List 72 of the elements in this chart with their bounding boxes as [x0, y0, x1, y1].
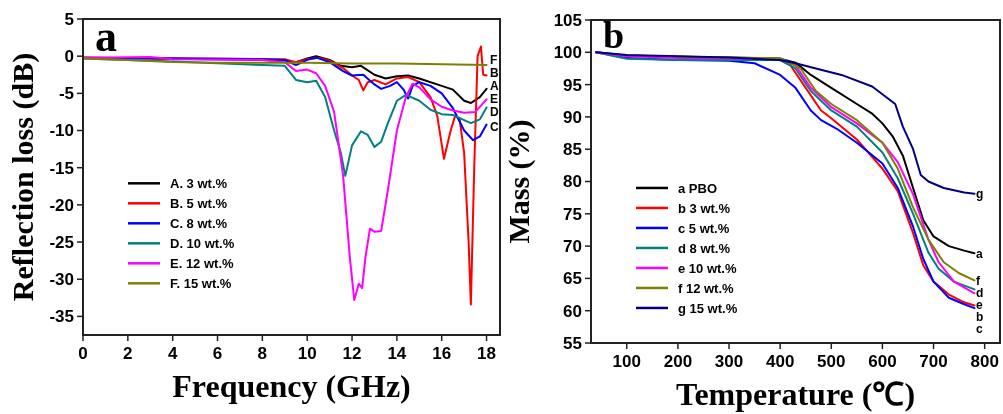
x-tick-label: 2 [123, 344, 133, 363]
y-tick-label: 90 [563, 107, 582, 127]
legend-label: f 12 wt.% [678, 280, 735, 296]
annotation: D [490, 105, 499, 120]
y-tick-label: -25 [49, 233, 74, 253]
annotation: b [603, 14, 625, 56]
y-tick-label: 105 [553, 10, 582, 30]
x-tick-label: 200 [663, 352, 693, 371]
x-tick-label: 8 [257, 344, 268, 363]
y-tick-label: 80 [563, 172, 582, 192]
y-tick-label: 95 [563, 75, 582, 95]
annotation: A [490, 79, 499, 94]
annotation: c [976, 322, 983, 337]
x-tick-label: 500 [817, 352, 846, 371]
legend-label: e 10 wt.% [678, 260, 737, 276]
annotation: F [490, 53, 498, 68]
line-series [595, 51, 976, 195]
x-axis-title: Temperature (℃) [675, 376, 916, 412]
x-tick-label: 300 [714, 352, 744, 371]
x-tick-label: 700 [919, 352, 948, 371]
x-tick-label: 6 [212, 344, 223, 363]
annotation: g [976, 187, 984, 202]
y-tick-label: -10 [49, 121, 74, 141]
y-tick-label: -15 [49, 158, 74, 178]
y-tick-label: 5 [64, 9, 74, 29]
line-series [82, 57, 488, 67]
legend-label: E. 12 wt.% [170, 255, 235, 271]
x-tick-label: 0 [78, 344, 88, 363]
legend-label: g 15 wt.% [678, 300, 738, 316]
legend-label: d 8 wt.% [678, 240, 731, 256]
y-tick-label: 0 [64, 47, 74, 67]
x-tick-label: 10 [297, 344, 317, 363]
y-tick-label: -20 [49, 195, 74, 215]
y-tick-label: 75 [563, 204, 582, 224]
legend-label: c 5 wt.% [678, 220, 730, 236]
annotation: C [490, 120, 499, 135]
x-tick-label: 14 [387, 344, 407, 363]
x-tick-label: 12 [342, 344, 362, 363]
legend-label: C. 8 wt.% [170, 215, 228, 231]
annotation: a [976, 247, 983, 262]
x-axis-title: Frequency (GHz) [172, 368, 411, 404]
annotation: E [490, 92, 499, 107]
y-axis-title: Mass (%) [502, 119, 536, 244]
annotation: d [976, 286, 984, 301]
y-tick-label: -30 [49, 270, 74, 290]
y-tick-label: -35 [49, 307, 74, 327]
annotation: b [976, 310, 984, 325]
annotation: e [976, 298, 983, 313]
legend-label: B. 5 wt.% [170, 195, 228, 211]
y-tick-label: 70 [563, 237, 582, 257]
y-tick-label: 85 [563, 140, 582, 160]
x-tick-label: 18 [477, 344, 497, 363]
x-tick-label: 800 [970, 352, 999, 371]
y-tick-label: -5 [58, 84, 74, 104]
y-tick-label: 65 [563, 269, 582, 289]
legend-label: A. 3 wt.% [170, 175, 228, 191]
x-tick-label: 600 [868, 352, 897, 371]
x-tick-label: 4 [167, 344, 178, 363]
legend-label: a PBO [678, 180, 718, 196]
y-tick-label: 100 [553, 43, 582, 63]
x-tick-label: 400 [765, 352, 795, 371]
legend-label: b 3 wt.% [678, 200, 731, 216]
x-tick-label: 16 [432, 344, 452, 363]
legend-label: D. 10 wt.% [170, 235, 235, 251]
y-tick-label: 55 [563, 333, 582, 353]
annotation: a [95, 12, 117, 61]
y-tick-label: 60 [563, 301, 582, 321]
annotation: f [976, 274, 981, 289]
annotation: B [490, 66, 499, 81]
legend-label: F. 15 wt.% [170, 275, 232, 291]
x-tick-label: 100 [612, 352, 641, 371]
y-axis-title: Reflection loss (dB) [6, 52, 40, 302]
